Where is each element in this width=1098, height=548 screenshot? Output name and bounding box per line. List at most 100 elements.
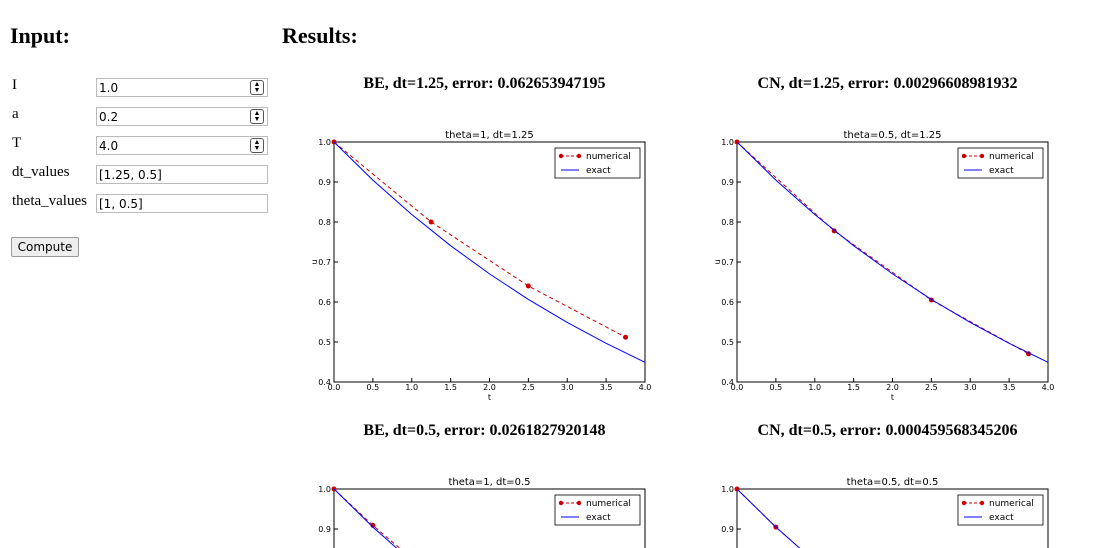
legend-box [554, 494, 641, 526]
series-line [334, 142, 645, 363]
series-line [334, 489, 398, 548]
axes-frame [736, 488, 1049, 548]
data-point [428, 219, 434, 225]
chart-heading: BE, dt=0.5, error: 0.0261827920148 [363, 422, 605, 439]
x-tick-label: 2.0 [483, 383, 496, 392]
legend-marker [961, 153, 967, 159]
y-tick-label: 0.8 [318, 218, 331, 227]
y-tick-label: 0.9 [721, 525, 734, 534]
data-point [623, 334, 629, 340]
plot: CN, dt=1.25, error: 0.00296608981932 thet… [713, 75, 1054, 402]
plot-title: theta=1, dt=1.25 [445, 130, 533, 141]
x-tick-label: 0.5 [770, 383, 783, 392]
data-point [525, 283, 531, 289]
legend-label: numerical [586, 152, 631, 162]
spinner[interactable]: ▲ ▼ [250, 109, 264, 124]
y-tick-label: 0.4 [318, 378, 331, 387]
legend-label: exact [586, 513, 611, 523]
y-tick-label: 0.5 [721, 338, 734, 347]
legend-label: numerical [989, 499, 1034, 509]
x-tick-label: 2.5 [925, 383, 938, 392]
series-line [737, 142, 1029, 355]
plot: CN, dt=0.5, error: 0.000459568345206 thet… [721, 422, 1049, 548]
y-tick-label: 0.9 [721, 178, 734, 187]
legend-marker [576, 500, 582, 506]
legend-label: numerical [586, 499, 631, 509]
field-label: dt_values [12, 164, 70, 180]
y-tick-label: 0.6 [318, 298, 331, 307]
y-tick-label: 0.9 [318, 178, 331, 187]
y-tick-label: 1.0 [721, 138, 734, 147]
x-tick-label: 4.0 [639, 383, 652, 392]
axes-frame [333, 488, 646, 548]
legend-marker [979, 500, 985, 506]
legend-marker [558, 500, 564, 506]
x-tick-label: 4.0 [1042, 383, 1055, 392]
legend-box [554, 147, 641, 179]
field-label: theta_values [12, 193, 87, 209]
y-axis-label: u [713, 259, 722, 264]
field-input[interactable] [96, 107, 268, 126]
series-line [334, 489, 401, 548]
field-input[interactable] [96, 78, 268, 97]
x-tick-label: 3.5 [1003, 383, 1016, 392]
x-tick-label: 0.0 [328, 383, 341, 392]
x-tick-label: 0.5 [367, 383, 380, 392]
x-tick-label: 2.0 [886, 383, 899, 392]
y-tick-label: 0.7 [318, 258, 331, 267]
x-tick-label: 3.5 [600, 383, 613, 392]
compute-button[interactable]: Compute [11, 237, 79, 257]
field-label: a [12, 106, 19, 122]
legend-label: exact [586, 166, 611, 176]
legend-label: numerical [989, 152, 1034, 162]
series-line [334, 142, 626, 338]
input-heading: Input: [10, 23, 70, 48]
plot-title: theta=0.5, dt=1.25 [843, 130, 941, 141]
field-label: T [12, 135, 22, 151]
x-axis-label: t [891, 393, 894, 402]
legend-marker [979, 153, 985, 159]
legend-marker [961, 500, 967, 506]
y-tick-label: 0.7 [721, 258, 734, 267]
field-input[interactable] [96, 165, 268, 184]
y-tick-label: 0.9 [318, 525, 331, 534]
chart-heading: BE, dt=1.25, error: 0.062653947195 [363, 75, 605, 92]
legend-box [957, 147, 1044, 179]
x-tick-label: 3.0 [964, 383, 977, 392]
field-label: I [12, 77, 17, 93]
field-input[interactable] [96, 194, 268, 213]
y-tick-label: 0.5 [318, 338, 331, 347]
chart-heading: CN, dt=1.25, error: 0.00296608981932 [758, 75, 1018, 92]
plot-title: theta=0.5, dt=0.5 [847, 477, 939, 488]
y-tick-label: 1.0 [318, 485, 331, 494]
x-axis-label: t [488, 393, 491, 402]
x-tick-label: 2.5 [522, 383, 535, 392]
y-tick-label: 1.0 [721, 485, 734, 494]
spinner[interactable]: ▲ ▼ [250, 80, 264, 95]
plot-title: theta=1, dt=0.5 [448, 477, 530, 488]
results-heading: Results: [282, 23, 358, 48]
x-tick-label: 1.5 [444, 383, 457, 392]
series-line [737, 142, 1048, 363]
field-input[interactable] [96, 136, 268, 155]
x-tick-label: 1.0 [405, 383, 418, 392]
chart-heading: CN, dt=0.5, error: 0.000459568345206 [758, 422, 1018, 439]
x-tick-label: 1.0 [808, 383, 821, 392]
x-tick-label: 1.5 [847, 383, 860, 392]
legend-label: exact [989, 513, 1014, 523]
spinner[interactable]: ▲ ▼ [250, 138, 264, 153]
plot: BE, dt=1.25, error: 0.062653947195 theta=… [310, 75, 651, 402]
x-tick-label: 3.0 [561, 383, 574, 392]
x-tick-label: 0.0 [731, 383, 744, 392]
y-axis-label: u [310, 259, 319, 264]
y-tick-label: 1.0 [318, 138, 331, 147]
y-tick-label: 0.4 [721, 378, 734, 387]
series-line [737, 489, 801, 548]
legend-marker [558, 153, 564, 159]
legend-label: exact [989, 166, 1014, 176]
y-tick-label: 0.6 [721, 298, 734, 307]
y-tick-label: 0.8 [721, 218, 734, 227]
plot: BE, dt=0.5, error: 0.0261827920148 theta=… [318, 422, 646, 548]
